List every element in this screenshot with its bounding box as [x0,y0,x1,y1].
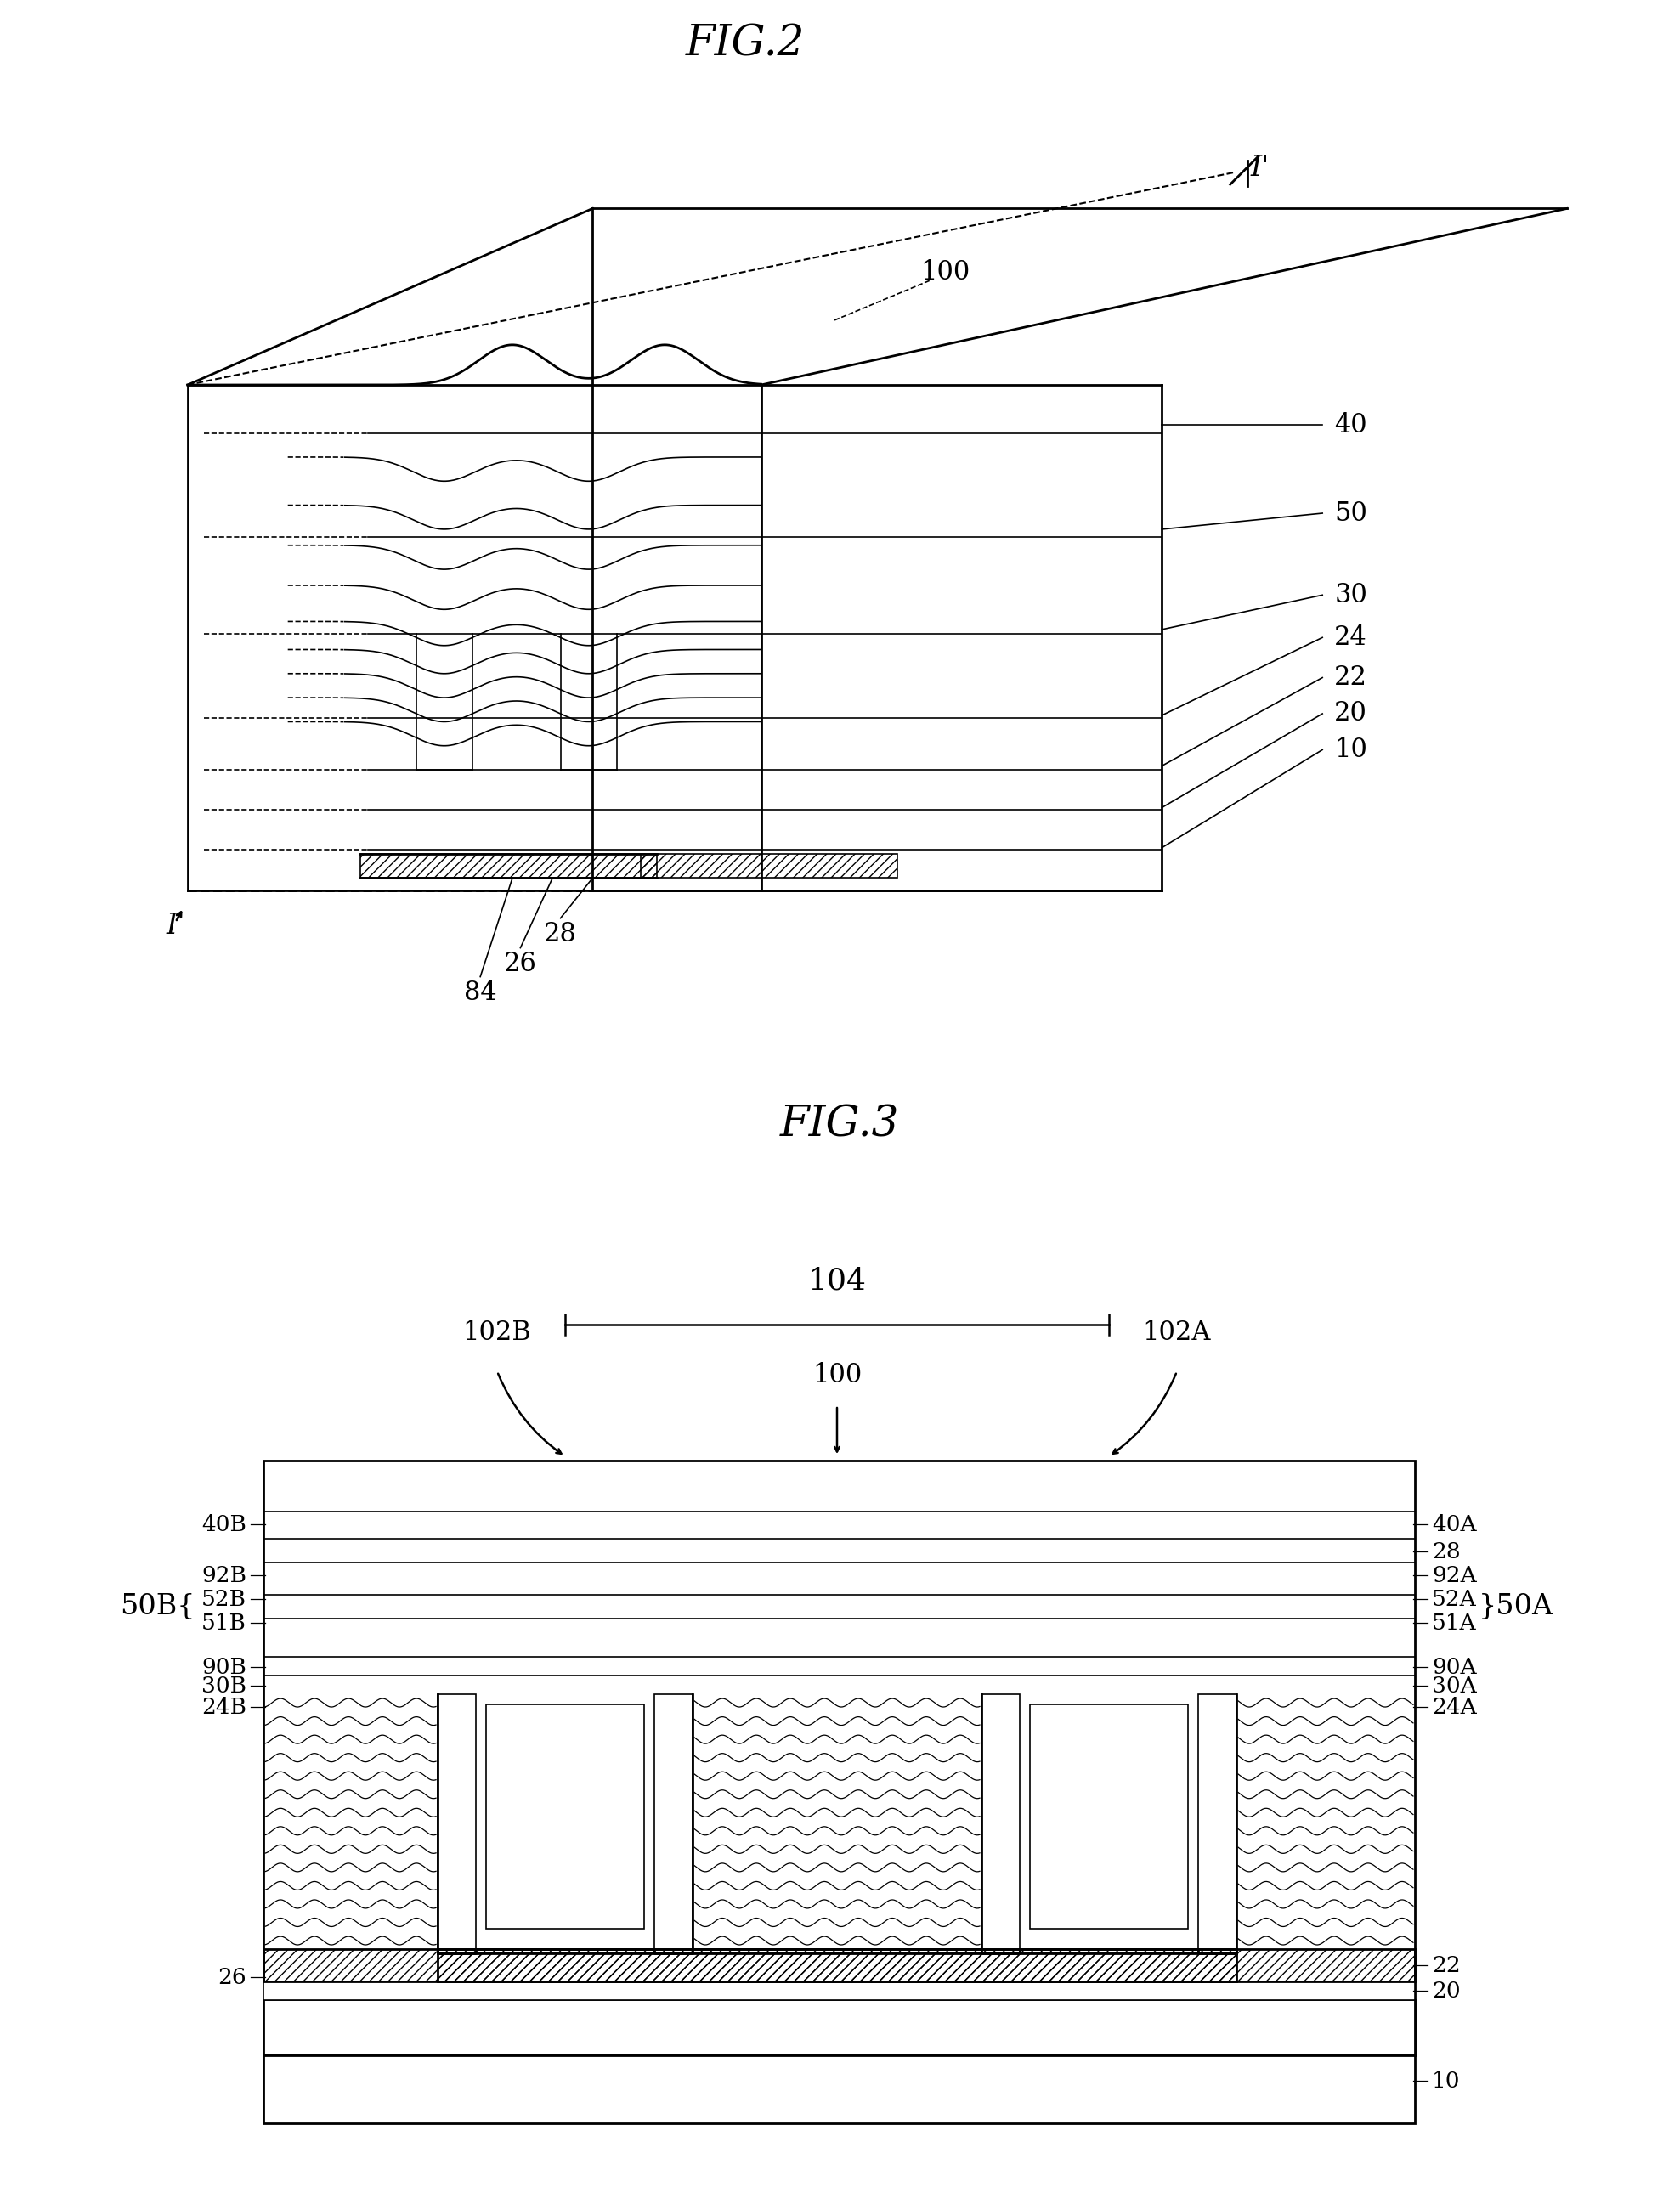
Bar [640,853,897,877]
Bar [360,853,657,877]
Bar [981,1695,1020,1953]
Text: 52B: 52B [202,1588,247,1610]
Text: 40A: 40A [1431,1513,1477,1535]
Text: 30B: 30B [202,1675,247,1697]
Text: 30: 30 [1334,582,1368,608]
Text: 24A: 24A [1431,1697,1477,1717]
Text: 92A: 92A [1431,1564,1477,1586]
Text: 20: 20 [1431,1979,1460,2001]
Bar [264,1461,1415,2056]
Text: 102A: 102A [1142,1319,1211,1345]
Polygon shape [188,208,1567,385]
Text: I: I [166,912,176,940]
Text: 104: 104 [808,1266,867,1295]
Text: }50A: }50A [1478,1592,1554,1621]
Text: 28: 28 [544,921,576,947]
Text: 10: 10 [1334,737,1368,763]
Text: 20: 20 [1334,700,1368,726]
Bar [1198,1695,1236,1953]
Text: 26: 26 [504,951,538,978]
Text: 24: 24 [1334,623,1368,652]
Text: 30A: 30A [1431,1675,1477,1697]
Text: 52A: 52A [1431,1588,1477,1610]
Text: FIG.3: FIG.3 [780,1104,899,1146]
Polygon shape [188,385,761,890]
Text: I': I' [1250,155,1268,182]
Bar [654,1695,692,1953]
Text: 90B: 90B [202,1656,247,1677]
Bar [264,1981,1415,2001]
Text: 26: 26 [218,1966,247,1988]
Text: 50B{: 50B{ [121,1592,195,1621]
Text: 22: 22 [1334,665,1368,691]
Bar [264,2001,1415,2056]
Polygon shape [761,385,1163,890]
Bar [438,1949,1236,1953]
Text: 100: 100 [921,260,971,286]
Bar [264,1949,1415,1981]
Text: 50: 50 [1334,501,1368,527]
Bar [486,1704,643,1929]
Text: 51B: 51B [202,1612,247,1634]
Bar [264,2056,1415,2124]
Text: 51A: 51A [1431,1612,1477,1634]
Bar [1030,1704,1188,1929]
Bar [438,1695,475,1953]
Text: 100: 100 [811,1363,862,1389]
Text: 40B: 40B [202,1513,247,1535]
Text: 102B: 102B [464,1319,531,1345]
Text: 10: 10 [1431,2071,1460,2091]
Text: 84: 84 [464,980,497,1006]
Text: 24B: 24B [202,1697,247,1717]
Text: FIG.2: FIG.2 [685,24,805,66]
Bar [438,1949,1236,1981]
Text: 90A: 90A [1431,1656,1477,1677]
Text: 28: 28 [1431,1542,1460,1562]
Text: 40: 40 [1334,411,1368,437]
Text: 22: 22 [1431,1955,1460,1975]
Text: 92B: 92B [202,1564,247,1586]
